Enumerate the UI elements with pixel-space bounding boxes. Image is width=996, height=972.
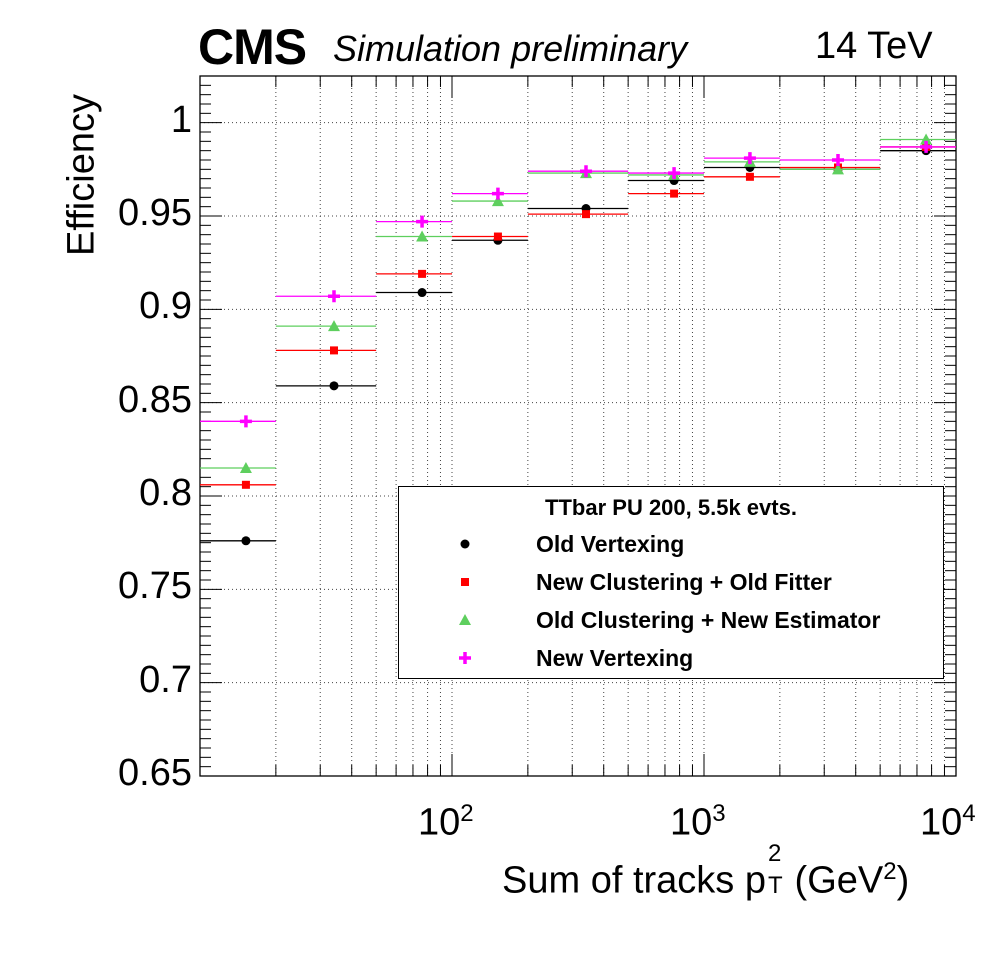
data-point [330, 346, 338, 355]
data-point [416, 230, 429, 242]
legend-label: New Clustering + Old Fitter [536, 569, 832, 595]
simulation-label: Simulation preliminary [333, 28, 688, 69]
data-point [329, 381, 339, 391]
data-point [239, 462, 252, 473]
legend-entry: Old Vertexing [399, 531, 943, 561]
data-point [416, 215, 429, 228]
series-new-vertexing [200, 140, 956, 428]
legend: TTbar PU 200, 5.5k evts. Old Vertexing Ne… [398, 486, 944, 679]
data-point [920, 140, 933, 153]
y-tick-label: 0.9 [139, 285, 192, 328]
legend-marker [459, 652, 471, 664]
legend-marker [460, 539, 470, 549]
data-point [580, 165, 592, 178]
legend-marker [461, 578, 469, 586]
data-point [745, 172, 754, 181]
y-tick-label: 0.85 [118, 378, 192, 421]
legend-entry: New Clustering + Old Fitter [399, 569, 943, 599]
data-point [491, 187, 504, 200]
energy-label: 14 TeV [815, 25, 933, 67]
data-point [417, 288, 427, 298]
series-new-clustering-old-fitter [200, 142, 956, 489]
cms-label: CMS [198, 19, 307, 75]
x-tick-label: 104 [920, 800, 976, 844]
y-tick-label: 0.95 [118, 192, 192, 234]
data-point [241, 536, 251, 546]
legend-label: Old Clustering + New Estimator [536, 607, 881, 633]
data-point [582, 210, 590, 219]
y-tick-label: 0.65 [118, 752, 192, 794]
legend-entry: Old Clustering + New Estimator [399, 607, 943, 637]
x-tick-label: 102 [418, 800, 474, 844]
x-tick-label: 103 [670, 800, 726, 844]
legend-entry: New Vertexing [399, 645, 943, 675]
y-tick-label: 0.8 [139, 472, 192, 514]
data-point [418, 269, 427, 278]
data-point [328, 320, 340, 332]
legend-label: Old Vertexing [536, 531, 685, 557]
data-point [668, 167, 681, 180]
data-point [328, 290, 340, 303]
legend-title: TTbar PU 200, 5.5k evts. [545, 495, 797, 520]
data-point [743, 152, 756, 165]
series-old-clustering-new-estimator [200, 133, 956, 473]
data-point [493, 232, 502, 241]
plot-frame [199, 75, 957, 777]
data-point [920, 133, 933, 145]
data-point [491, 195, 504, 207]
y-tick-label: 1 [170, 98, 192, 141]
data-point [832, 154, 844, 166]
y-tick-label: 0.75 [118, 565, 192, 608]
data-point [832, 163, 844, 175]
y-tick-label: 0.7 [139, 658, 192, 701]
legend-marker [459, 614, 471, 625]
legend-label: New Vertexing [536, 645, 694, 671]
data-point [239, 415, 252, 428]
data-point [670, 189, 679, 198]
data-point [241, 480, 250, 489]
